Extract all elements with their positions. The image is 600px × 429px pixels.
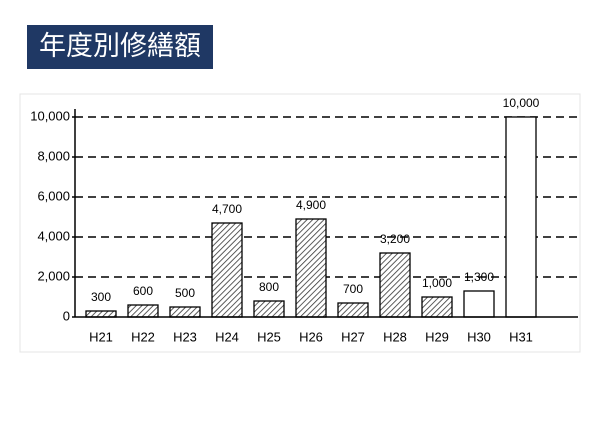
value-label: 1,000 (422, 276, 452, 290)
x-tick-label: H27 (341, 329, 365, 344)
value-label: 300 (91, 290, 111, 304)
x-tick-label: H23 (173, 329, 197, 344)
bar (505, 116, 537, 318)
x-tick-label: H24 (215, 329, 239, 344)
x-tick-label: H30 (467, 329, 491, 344)
value-label: 4,700 (212, 202, 242, 216)
x-tick-label: H25 (257, 329, 281, 344)
x-tick-label: H26 (299, 329, 323, 344)
y-tick-label: 4,000 (37, 228, 70, 243)
x-tick-label: H31 (509, 329, 533, 344)
value-label: 800 (259, 280, 279, 294)
x-tick-label: H28 (383, 329, 407, 344)
bar (253, 300, 285, 318)
bar (295, 218, 327, 318)
value-label: 3,200 (380, 232, 410, 246)
bar (85, 310, 117, 318)
y-tick-label: 2,000 (37, 268, 70, 283)
value-label: 4,900 (296, 198, 326, 212)
x-tick-label: H21 (89, 329, 113, 344)
x-tick-label: H29 (425, 329, 449, 344)
bar (127, 304, 159, 318)
value-label: 600 (133, 284, 153, 298)
y-tick-label: 6,000 (37, 188, 70, 203)
y-tick-label: 10,000 (30, 108, 70, 123)
bar (463, 290, 495, 318)
y-tick-label: 8,000 (37, 148, 70, 163)
bar (421, 296, 453, 318)
value-label: 500 (175, 286, 195, 300)
y-tick-label: 0 (63, 308, 70, 323)
x-tick-label: H22 (131, 329, 155, 344)
value-label: 1,300 (464, 270, 494, 284)
chart-title: 年度別修繕額 (39, 31, 201, 61)
bar (169, 306, 201, 318)
bar (211, 222, 243, 318)
bar (337, 302, 369, 318)
value-label: 10,000 (503, 96, 540, 110)
bar (379, 252, 411, 318)
title-box (27, 25, 213, 69)
value-label: 700 (343, 282, 363, 296)
